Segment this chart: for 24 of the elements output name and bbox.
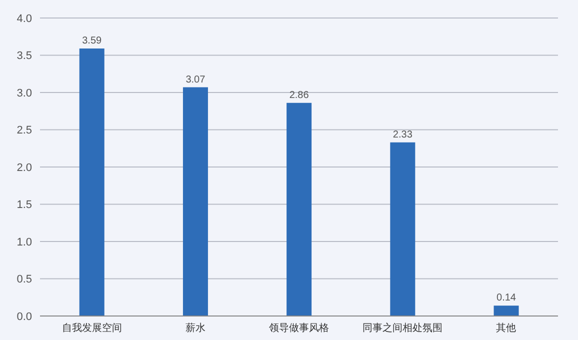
data-label: 0.14 [496,292,516,304]
x-tick-label: 自我发展空间 [62,322,122,334]
bar [182,87,208,316]
y-tick-label: 0.0 [16,310,32,323]
bar [286,102,312,316]
x-tick-label: 领导做事风格 [269,322,329,334]
x-tick-label: 其他 [496,322,516,334]
bar [390,142,416,316]
data-label: 2.33 [392,129,413,140]
y-tick-label: 3.5 [16,50,32,62]
y-tick-label: 1.0 [16,236,32,248]
y-tick-label: 1.5 [16,199,32,212]
y-tick-label: 0.5 [16,274,32,286]
y-tick-label: 2.5 [16,124,32,137]
x-tick-label: 同事之间相处氛围 [362,322,443,334]
y-tick-label: 3.0 [16,87,32,100]
y-tick-label: 4.0 [16,12,32,25]
y-tick-label: 2.0 [16,162,32,174]
data-label: 2.86 [289,90,310,101]
bar [79,48,104,316]
data-label: 3.59 [82,36,102,47]
x-tick-label: 薪水 [185,322,206,334]
bar [494,306,519,316]
data-label: 3.07 [186,74,206,86]
